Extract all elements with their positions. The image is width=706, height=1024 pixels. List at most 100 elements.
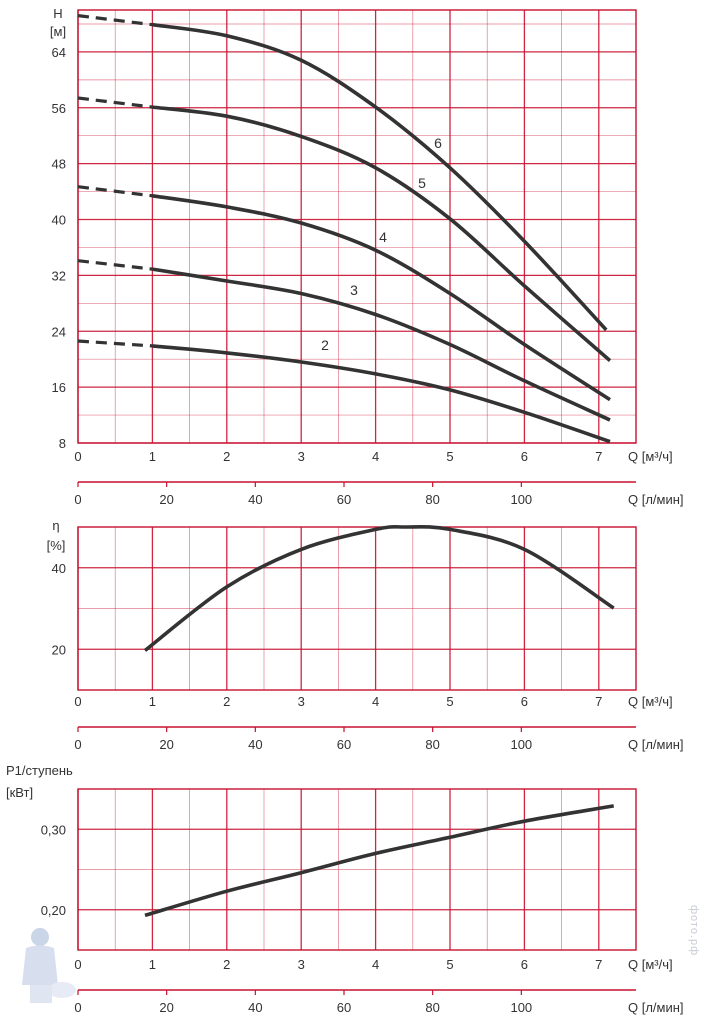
x2-axis-label: Q [л/мин]: [628, 1000, 684, 1015]
x2-tick-label: 0: [74, 737, 81, 752]
logo-body: [22, 945, 58, 985]
x2-axis-label: Q [л/мин]: [628, 737, 684, 752]
x2-tick-label: 0: [74, 492, 81, 507]
x-tick-label: 7: [595, 449, 602, 464]
x-axis-label: Q [м³/ч]: [628, 694, 673, 709]
curve-2-line: [152, 344, 611, 444]
y-tick-label: 0,20: [41, 903, 66, 918]
x2-tick-label: 40: [248, 737, 262, 752]
plumber-logo: [22, 928, 76, 1003]
x-tick-label: 0: [74, 449, 81, 464]
x-axis-label: Q [м³/ч]: [628, 449, 673, 464]
curve-2-dashed: [77, 339, 153, 348]
x2-tick-label: 60: [337, 1000, 351, 1015]
x2-tick-label: 0: [74, 1000, 81, 1015]
plot-frame: [77, 9, 637, 444]
x-tick-label: 7: [595, 694, 602, 709]
grid: [77, 9, 637, 444]
curve-3-dashed: [77, 259, 153, 271]
x-tick-label: 1: [149, 449, 156, 464]
x2-tick-label: 100: [510, 737, 532, 752]
x2-tick-label: 80: [425, 1000, 439, 1015]
x2-axis-label: Q [л/мин]: [628, 492, 684, 507]
grid: [77, 788, 637, 951]
watermark-text: фото.рф: [688, 905, 700, 957]
x2-tick-label: 40: [248, 1000, 262, 1015]
series: 2 3 4 5 6: [77, 14, 612, 444]
x-tick-label: 2: [223, 694, 230, 709]
y-tick-label: 40: [52, 213, 66, 228]
x2-tick-label: 40: [248, 492, 262, 507]
x-tick-label: 4: [372, 449, 379, 464]
y-axis: 20 40 η [%]: [47, 518, 66, 657]
x2-tick-label: 80: [425, 737, 439, 752]
series: [144, 804, 615, 918]
x-tick-label: 3: [298, 449, 305, 464]
curve-line: [144, 804, 615, 918]
x-tick-label: 4: [372, 694, 379, 709]
y-tick-label: 20: [52, 642, 66, 657]
curve-4-dashed: [77, 185, 153, 198]
y-tick-label: 32: [52, 268, 66, 283]
x-tick-label: 4: [372, 957, 379, 972]
y-axis-label: [м]: [50, 24, 66, 39]
y-axis: 8 16 24 32 40 48 56 64 H [м]: [50, 6, 66, 451]
x-tick-label: 7: [595, 957, 602, 972]
curve-5-dashed: [77, 96, 153, 109]
curve-6-line: [152, 22, 608, 332]
curve-label: 6: [434, 135, 442, 151]
y-axis-label: [%]: [47, 538, 66, 553]
y-tick-label: 40: [52, 561, 66, 576]
y-axis-label: η: [52, 518, 59, 533]
x-tick-label: 0: [74, 957, 81, 972]
y-tick-label: 0,30: [41, 822, 66, 837]
x2-tick-label: 60: [337, 737, 351, 752]
curve-label: 4: [379, 229, 387, 245]
y-axis: 0,20 0,30 P1/ступень [кВт]: [6, 763, 73, 918]
x-axis: 0 1 2 3 4 5 6 7 Q [м³/ч] 0 20 40 60 80 100 Q [л/мин]: [74, 694, 683, 752]
x-tick-label: 2: [223, 957, 230, 972]
y-axis-label: H: [53, 6, 62, 21]
x-tick-label: 6: [521, 449, 528, 464]
x2-tick-label: 20: [159, 492, 173, 507]
x2-tick-label: 100: [510, 492, 532, 507]
y-tick-label: 16: [52, 380, 66, 395]
curve-label: 5: [418, 175, 426, 191]
y-tick-label: 48: [52, 157, 66, 172]
x-tick-label: 5: [446, 694, 453, 709]
x2-tick-label: 100: [510, 1000, 532, 1015]
x-axis: 0 1 2 3 4 5 6 7 Q [м³/ч] 0 20 40 60 80 100 Q [л/мин]: [74, 957, 683, 1015]
x-tick-label: 5: [446, 449, 453, 464]
grid: [77, 526, 637, 691]
x-axis: 0 1 2 3 4 5 6 7 Q [м³/ч] 0 20 40 60 80 100 Q [л/мин]: [74, 449, 683, 507]
plot-frame: [77, 788, 637, 951]
chart-2: 20 40 η [%] 0 1 2 3 4 5 6 7 Q [м³/ч] 0 20 40 60 80 100 Q [л…: [47, 518, 684, 752]
plot-frame: [77, 526, 637, 691]
y-axis-label: [кВт]: [6, 785, 33, 800]
curve-4-line: [152, 194, 611, 402]
x-tick-label: 5: [446, 957, 453, 972]
x-tick-label: 1: [149, 694, 156, 709]
curve-line: [143, 524, 615, 652]
curve-label: 2: [321, 337, 329, 353]
curve-5-line: [152, 105, 612, 362]
logo-base: [30, 985, 52, 1003]
x-tick-label: 6: [521, 694, 528, 709]
x-tick-label: 3: [298, 957, 305, 972]
x-tick-label: 2: [223, 449, 230, 464]
y-tick-label: 24: [52, 324, 66, 339]
x-tick-label: 3: [298, 694, 305, 709]
logo-toilet: [48, 982, 76, 998]
x-axis-label: Q [м³/ч]: [628, 957, 673, 972]
x2-tick-label: 20: [159, 737, 173, 752]
curve-label: 3: [350, 282, 358, 298]
curve-3-line: [152, 267, 611, 422]
x2-tick-label: 80: [425, 492, 439, 507]
series: [143, 524, 615, 652]
y-tick-label: 64: [52, 45, 66, 60]
y-tick-label: 8: [59, 436, 66, 451]
y-axis-label: P1/ступень: [6, 763, 73, 778]
